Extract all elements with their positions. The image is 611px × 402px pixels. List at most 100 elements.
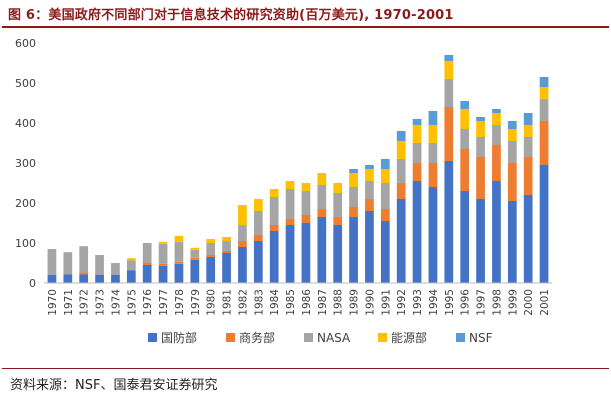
x-tick-label: 1999 <box>507 289 519 316</box>
legend-item-能源部: 能源部 <box>378 330 427 345</box>
bar-segment-NASA-1970 <box>47 249 57 275</box>
bar-segment-能源部-1999 <box>507 129 517 141</box>
legend-swatch <box>456 333 465 342</box>
x-tick-label: 1974 <box>110 289 122 316</box>
bar-segment-商务部-1990 <box>365 199 374 211</box>
bar-stack-1980 <box>206 239 216 283</box>
y-tick-label: 0 <box>29 277 36 290</box>
bar-stack-1976 <box>142 243 152 283</box>
bar-segment-能源部-2001 <box>539 87 549 99</box>
bar-segment-国防部-1971 <box>63 274 73 283</box>
bar-segment-能源部-1983 <box>253 199 263 211</box>
y-tick-label: 400 <box>15 117 36 130</box>
x-tick-label: 1976 <box>142 289 154 316</box>
bar-segment-NASA-1996 <box>460 129 470 149</box>
x-tick-label: 1980 <box>206 289 218 316</box>
bar-segment-商务部-1989 <box>349 207 358 217</box>
bar-segment-国防部-1988 <box>333 225 343 283</box>
bar-segment-能源部-1998 <box>492 113 501 125</box>
x-tick-label: 1988 <box>333 289 345 316</box>
bar-segment-国防部-1976 <box>142 265 152 283</box>
bar-segment-国防部-1980 <box>206 257 216 283</box>
x-axis: 1970 1971 1972 1973 1974 1975 1976 1977 1978 1979… <box>44 282 552 316</box>
y-axis: 0 100 200 300 400 500 600 <box>15 37 36 290</box>
bar-stack-1987 <box>317 173 327 283</box>
bar-segment-NASA-1980 <box>206 243 216 255</box>
x-tick-label: 1979 <box>190 289 202 316</box>
x-tick-label: 1983 <box>253 289 265 316</box>
bar-segment-国防部-1981 <box>222 253 231 283</box>
x-tick-label: 1992 <box>396 289 408 316</box>
bar-stack-1989 <box>349 169 358 283</box>
x-tick-label: 1985 <box>285 289 297 316</box>
bar-stack-2001 <box>539 77 549 283</box>
legend-label: 商务部 <box>239 330 275 345</box>
bar-segment-商务部-1972 <box>79 272 89 275</box>
bar-segment-NSF-1992 <box>396 131 406 141</box>
bar-segment-NASA-1978 <box>174 241 184 262</box>
legend-item-NASA: NASA <box>304 331 351 345</box>
bar-segment-国防部-1999 <box>507 201 517 283</box>
legend-swatch <box>304 333 313 342</box>
bar-segment-商务部-1979 <box>190 257 200 260</box>
y-tick-label: 600 <box>15 37 36 50</box>
bar-segment-NASA-1986 <box>301 191 311 215</box>
bar-segment-商务部-1976 <box>142 263 152 265</box>
legend-item-国防部: 国防部 <box>148 330 197 345</box>
bar-segment-商务部-1987 <box>317 209 327 217</box>
bar-segment-商务部-1988 <box>333 217 343 225</box>
bar-stack-1999 <box>507 121 517 283</box>
bar-segment-NSF-1995 <box>444 55 454 61</box>
bar-segment-国防部-1989 <box>349 217 358 283</box>
bar-stack-1972 <box>79 246 89 283</box>
bar-segment-NSF-2001 <box>539 77 549 87</box>
legend-item-NSF: NSF <box>456 331 493 345</box>
bar-segment-国防部-1973 <box>95 275 104 283</box>
legend-swatch <box>226 333 235 342</box>
bar-segment-国防部-1974 <box>111 275 120 283</box>
x-tick-label: 1996 <box>460 289 472 316</box>
y-tick-label: 300 <box>15 157 36 170</box>
legend-swatch <box>148 333 157 342</box>
legend-item-商务部: 商务部 <box>226 330 275 345</box>
x-tick-label: 1973 <box>95 289 107 316</box>
bar-segment-能源部-1993 <box>412 125 422 143</box>
bar-stack-1993 <box>412 119 422 283</box>
bar-segment-商务部-1994 <box>428 163 438 187</box>
bar-segment-能源部-1992 <box>396 141 406 159</box>
bar-stack-1995 <box>444 55 454 283</box>
bar-stack-1998 <box>492 109 501 283</box>
bar-stacks <box>47 55 549 283</box>
bar-segment-国防部-1993 <box>412 181 422 283</box>
x-tick-label: 1984 <box>269 289 281 316</box>
bar-segment-国防部-1991 <box>380 221 390 283</box>
x-tick-label: 1975 <box>126 289 138 316</box>
bar-segment-国防部-1995 <box>444 161 454 283</box>
bar-segment-NASA-1992 <box>396 159 406 183</box>
bar-segment-能源部-1991 <box>380 169 390 183</box>
bar-segment-国防部-2001 <box>539 165 549 283</box>
x-tick-label: 1986 <box>301 289 313 316</box>
bar-segment-能源部-1978 <box>174 235 184 242</box>
bar-segment-商务部-1978 <box>174 261 184 264</box>
bar-stack-1990 <box>365 165 374 283</box>
bar-segment-能源部-1988 <box>333 183 343 193</box>
bar-segment-商务部-1981 <box>222 251 231 253</box>
bar-segment-NASA-1993 <box>412 143 422 163</box>
x-tick-label: 1982 <box>237 289 249 316</box>
x-tick-label: 1998 <box>491 289 503 316</box>
bar-segment-NASA-1984 <box>269 197 279 225</box>
source-note: 资料来源：NSF、国泰君安证券研究 <box>10 378 218 393</box>
legend-label: NASA <box>317 331 351 345</box>
bar-segment-商务部-1982 <box>238 241 247 247</box>
x-tick-label: 1981 <box>222 289 234 316</box>
x-tick-label: 1978 <box>174 289 186 316</box>
bar-segment-NASA-1999 <box>507 141 517 163</box>
bar-segment-NASA-1976 <box>142 243 152 263</box>
x-tick-label: 1997 <box>476 289 488 316</box>
bar-stack-1981 <box>222 237 231 283</box>
bar-segment-NASA-1973 <box>95 255 104 275</box>
bar-segment-NASA-1981 <box>222 241 231 251</box>
bar-stack-1985 <box>285 181 295 283</box>
bar-segment-国防部-1986 <box>301 223 311 283</box>
